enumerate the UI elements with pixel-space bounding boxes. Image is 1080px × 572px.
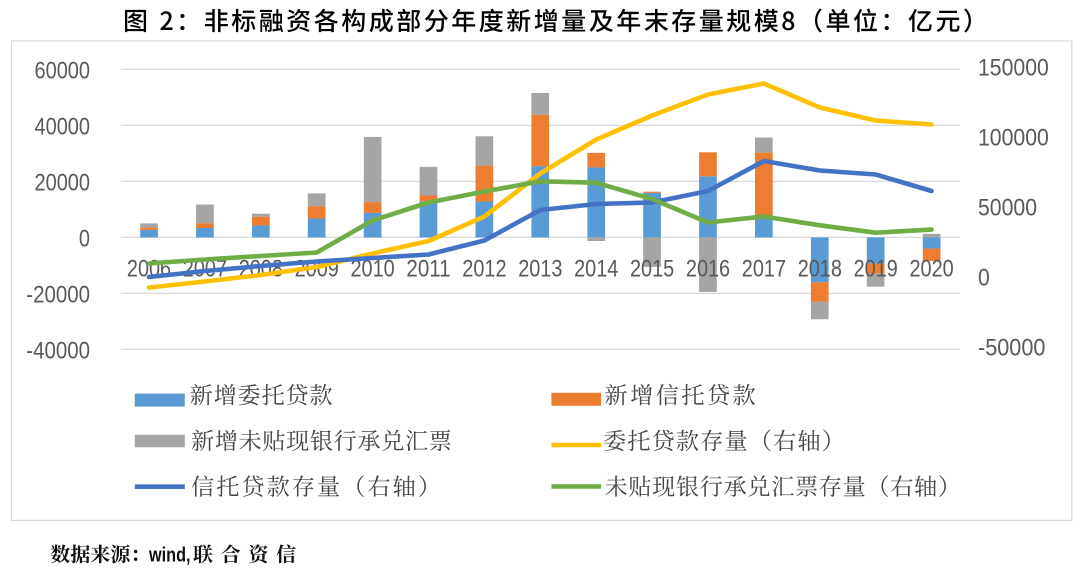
- svg-text:2012: 2012: [462, 255, 506, 282]
- svg-text:wind,: wind,: [148, 545, 190, 567]
- svg-text:0: 0: [978, 265, 990, 292]
- svg-text:20000: 20000: [35, 169, 91, 196]
- svg-text:2016: 2016: [686, 255, 730, 282]
- svg-text:2020: 2020: [910, 255, 954, 282]
- svg-text:60000: 60000: [35, 57, 91, 84]
- svg-text:-20000: -20000: [26, 281, 90, 308]
- svg-text:2018: 2018: [798, 255, 842, 282]
- svg-text:40000: 40000: [35, 113, 91, 140]
- svg-text:-50000: -50000: [978, 335, 1045, 362]
- svg-text:2017: 2017: [742, 255, 786, 282]
- svg-text:2014: 2014: [574, 255, 618, 282]
- svg-text:50000: 50000: [978, 195, 1037, 222]
- svg-text:0: 0: [79, 225, 90, 252]
- svg-text:2011: 2011: [406, 255, 450, 282]
- svg-text:-40000: -40000: [26, 337, 90, 364]
- svg-text:100000: 100000: [978, 125, 1049, 152]
- svg-text:150000: 150000: [978, 55, 1049, 82]
- svg-text:2015: 2015: [630, 255, 674, 282]
- svg-text:2013: 2013: [518, 255, 562, 282]
- svg-text:2019: 2019: [854, 255, 898, 282]
